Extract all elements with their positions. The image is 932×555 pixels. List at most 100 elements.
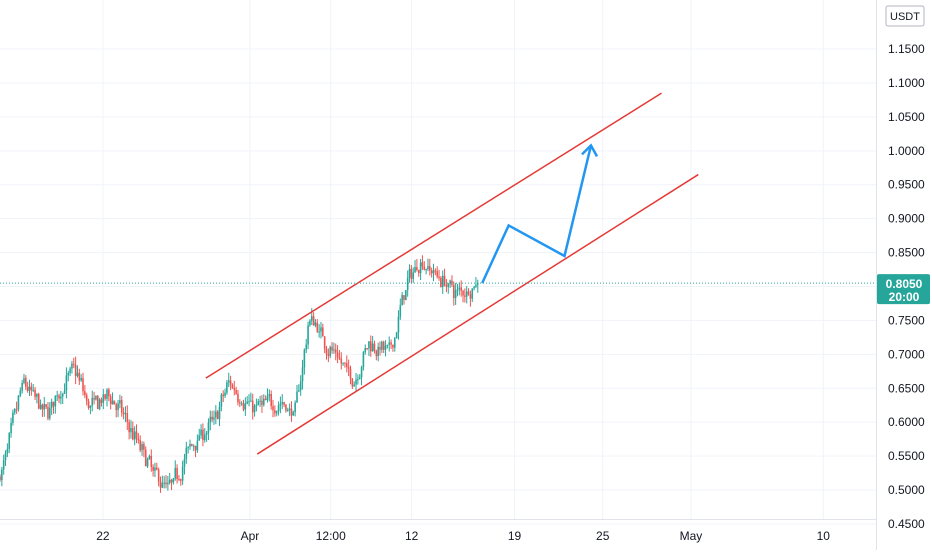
candle-body [323,336,326,349]
candle-body [207,422,210,434]
candle-body [224,392,226,396]
candle-body [344,362,346,364]
candle-body [438,276,440,278]
candle-body [161,483,164,488]
candle-body [133,431,136,440]
candle-body [262,398,265,405]
candle-body [384,345,387,350]
candle-body [320,327,322,332]
candle-body [283,402,285,405]
candle-body [39,404,42,409]
candle-body [32,389,35,391]
candle-body [10,422,12,434]
candle-body [109,396,112,405]
candle-body [436,271,438,277]
candle-body [429,266,431,271]
candle-body [167,483,169,485]
candle-body [196,440,199,451]
candle-body [268,393,271,397]
candle-body [368,341,370,349]
y-tick-label: 0.5500 [888,449,925,463]
candle-body [137,438,140,441]
candle-body [215,411,217,418]
candle-body [275,411,278,414]
currency-unit-box[interactable] [885,5,925,27]
candle-body [216,411,219,420]
candle-body [222,394,225,396]
candle-body [425,269,427,271]
candle-body [460,287,462,291]
candle-body [290,408,293,416]
candle-body [231,384,234,388]
candle-body [17,395,20,410]
candle-body [45,404,47,408]
candle-body [475,284,477,287]
candle-body [189,444,191,447]
candle-body [296,391,298,403]
candle-body [399,305,402,317]
candle-body [37,394,40,409]
y-tick-label: 0.9000 [888,212,925,226]
candle-body [106,389,108,399]
candle-body [419,262,422,274]
candle-body [102,394,105,403]
candle-body [449,280,451,284]
currency-unit-label[interactable]: USDT [890,11,920,23]
candle-body [244,403,247,410]
candle-body [325,348,328,355]
candle-body [401,295,403,306]
candle-body [122,412,125,415]
candle-body [309,320,311,326]
candle-body [364,348,367,353]
x-tick-label: 10 [817,529,831,543]
candle-body [251,400,254,413]
candle-body [447,283,450,287]
candle-body [377,346,379,357]
grid [0,0,876,525]
candle-body [58,395,60,399]
candle-body [119,400,121,404]
projection-arrow-head [581,143,599,157]
candle-body [179,479,182,481]
candle-body [467,291,470,295]
candle-body [347,367,350,369]
candle-body [111,400,114,405]
candle-body [423,266,426,270]
y-tick-label: 0.7000 [888,347,925,361]
candle-body [360,367,363,378]
candle-body [246,401,248,404]
last-price-value: 0.8050 [886,277,923,291]
candle-body [412,272,415,279]
candle-body [270,393,272,407]
candle-body [93,398,95,400]
candle-body [117,403,119,410]
candle-body [373,343,376,351]
candle-body [61,393,64,397]
candle-body [85,395,88,402]
candle-body [255,405,258,407]
candle-body [126,413,129,423]
candle-body [139,440,141,451]
candle-body [165,482,167,485]
candle-body [76,372,79,376]
candle-body [19,390,22,396]
candle-body [366,348,368,350]
candle-body [47,407,49,419]
candle-body [163,482,165,484]
candle-body [362,352,365,368]
candle-body [113,400,116,405]
candle-body [357,379,359,381]
candle-body [416,267,418,270]
candle-body [299,381,302,391]
candle-body [78,372,81,381]
candle-body [440,277,442,288]
x-tick-label: 25 [596,529,610,543]
candle-body [209,416,212,423]
candle-body [331,346,333,351]
candle-body [2,460,5,470]
candle-body [1,469,3,481]
candle-body [445,285,448,287]
candle-body [144,449,147,467]
